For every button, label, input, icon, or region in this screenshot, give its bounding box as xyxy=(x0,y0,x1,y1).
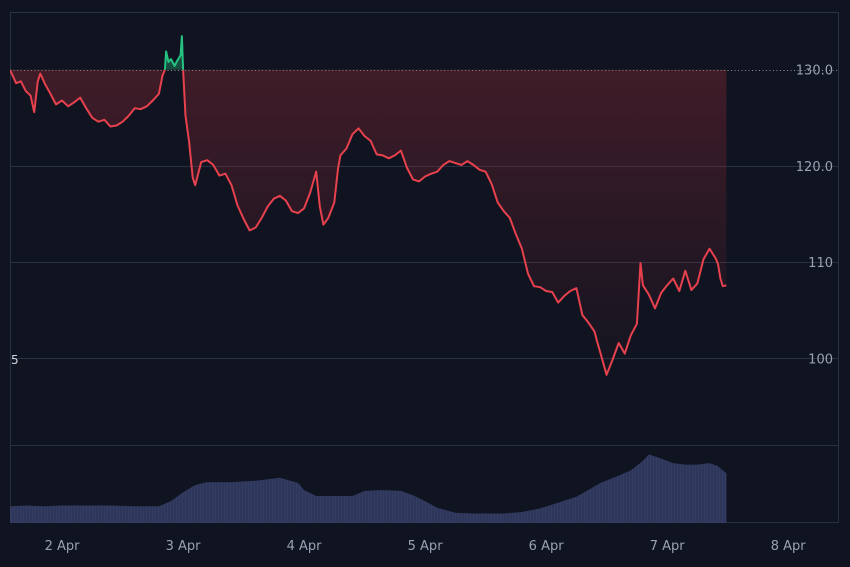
left-edge-label: 5 xyxy=(11,353,19,367)
x-tick-label: 7 Apr xyxy=(650,539,686,554)
below-baseline-area xyxy=(10,69,727,375)
x-tick-label: 2 Apr xyxy=(45,539,81,554)
x-tick-label: 8 Apr xyxy=(771,539,807,554)
y-tick-label: 120.0 xyxy=(796,160,833,175)
x-tick-label: 5 Apr xyxy=(408,539,444,554)
x-tick-label: 3 Apr xyxy=(166,539,202,554)
y-tick-label: 110 xyxy=(808,256,833,271)
y-tick-label: 130.0 xyxy=(796,64,833,79)
volume-area xyxy=(10,454,727,523)
x-tick-label: 6 Apr xyxy=(529,539,565,554)
price-line-below xyxy=(10,69,727,376)
x-tick-label: 4 Apr xyxy=(287,539,323,554)
y-tick-label: 100 xyxy=(808,352,833,367)
